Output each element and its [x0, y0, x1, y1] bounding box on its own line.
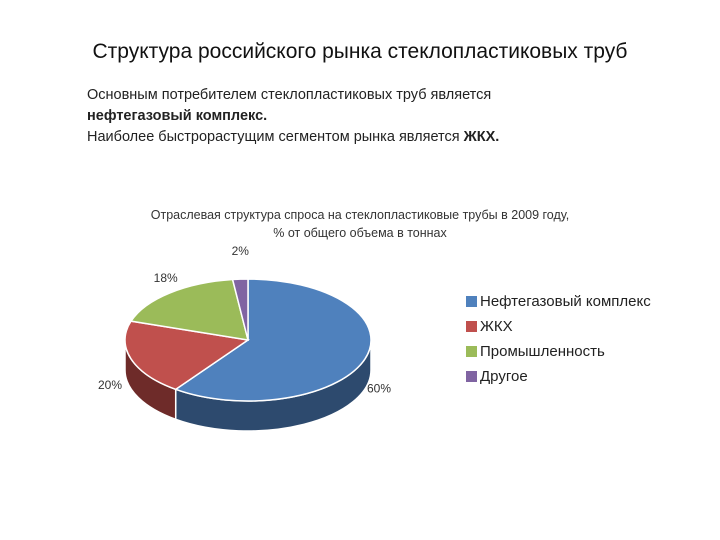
data-label-1: 20%	[98, 378, 122, 392]
legend-swatch-0	[466, 296, 477, 307]
legend-item-1: ЖКХ	[466, 314, 651, 339]
legend-item-3: Другое	[466, 364, 651, 389]
legend-item-2: Промышленность	[466, 339, 651, 364]
intro-text: Основным потребителем стеклопластиковых …	[87, 85, 647, 148]
intro-line-3-bold: ЖКХ.	[463, 129, 500, 145]
slide-title: Структура российского рынка стеклопласти…	[92, 40, 628, 63]
intro-line-1: Основным потребителем стеклопластиковых …	[87, 87, 492, 103]
intro-line-2: нефтегазовый комплекс.	[87, 108, 268, 124]
data-label-3: 2%	[232, 244, 250, 258]
chart-title: Отраслевая структура спроса на стеклопла…	[80, 206, 640, 242]
intro-line-3-text: Наиболее быстрорастущим сегментом рынка …	[87, 129, 464, 145]
data-label-2: 18%	[154, 271, 178, 285]
pie-slice-3	[231, 278, 249, 341]
pie-slice-0	[174, 278, 372, 402]
legend-swatch-1	[466, 321, 477, 332]
pie-top	[124, 278, 372, 402]
legend-swatch-2	[466, 346, 477, 357]
legend-label-0: Нефтегазовый комплекс	[480, 293, 651, 310]
legend-item-0: Нефтегазовый комплекс	[466, 289, 651, 314]
legend-label-2: Промышленность	[480, 343, 605, 360]
chart-title-line-1: Отраслевая структура спроса на стеклопла…	[150, 208, 570, 222]
data-label-0: 60%	[367, 381, 391, 395]
pie-slice-2	[129, 278, 250, 341]
chart-title-line-2: % от общего объема в тоннах	[273, 226, 447, 240]
pie-slice-1	[124, 320, 250, 391]
intro-line-3: Наиболее быстрорастущим сегментом рынка …	[87, 127, 647, 148]
legend-swatch-3	[466, 371, 477, 382]
chart-legend: Нефтегазовый комплекс ЖКХ Промышленность Др…	[466, 289, 651, 389]
legend-label-3: Другое	[480, 368, 528, 385]
legend-label-1: ЖКХ	[480, 318, 513, 335]
